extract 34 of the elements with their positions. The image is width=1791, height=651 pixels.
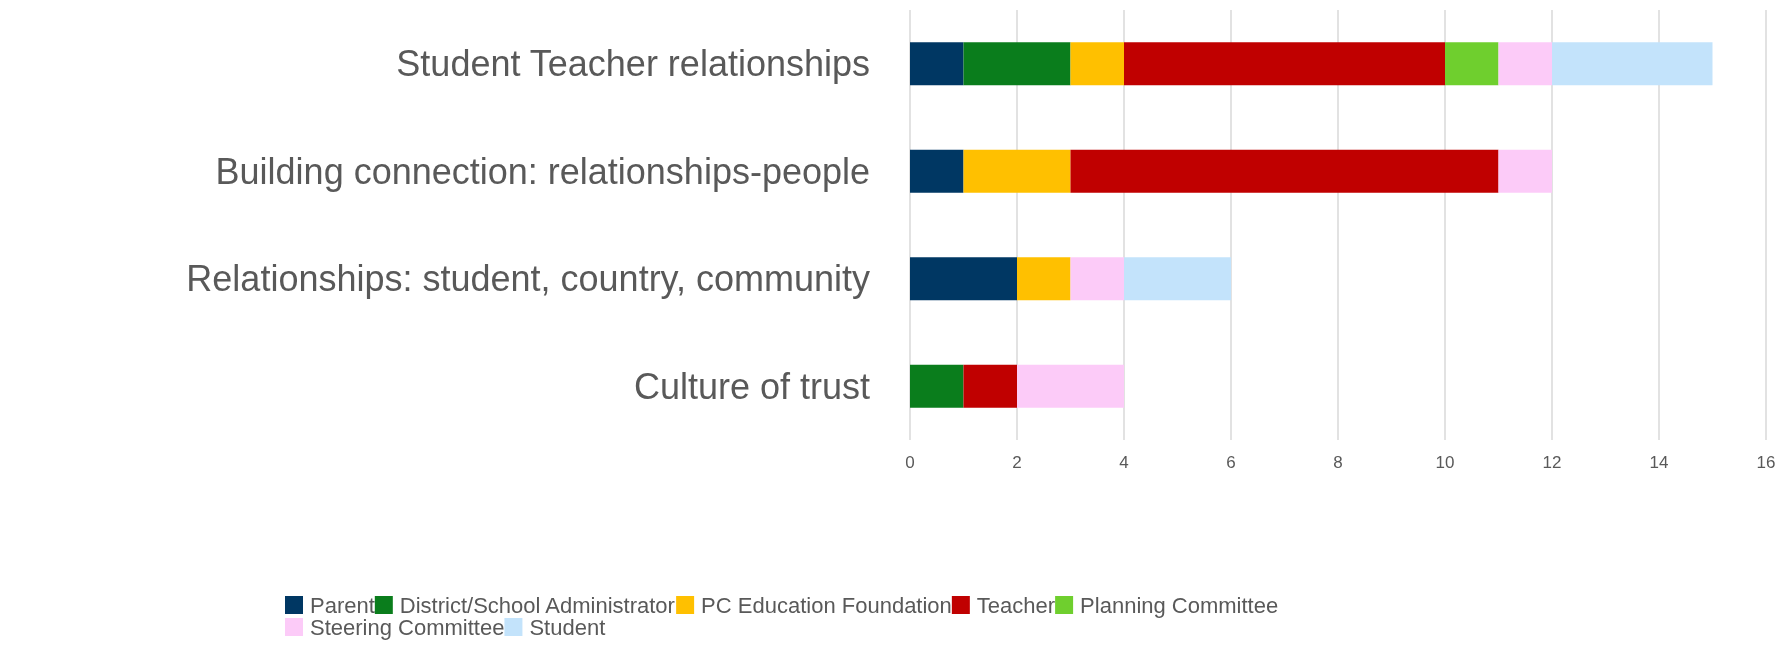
bar bbox=[963, 149, 1071, 193]
bar bbox=[1017, 257, 1071, 301]
y-tick-label: Building connection: relationships-people bbox=[215, 150, 870, 192]
x-tick-label: 0 bbox=[905, 453, 915, 472]
bar bbox=[910, 257, 1017, 301]
x-tick-label: 12 bbox=[1542, 453, 1562, 472]
x-tick-label: 4 bbox=[1119, 453, 1129, 472]
x-tick-label: 2 bbox=[1012, 453, 1022, 472]
bar bbox=[910, 364, 964, 408]
legend-label: PC Education Foundation bbox=[701, 592, 952, 618]
bar bbox=[963, 42, 1071, 86]
bar bbox=[1070, 42, 1124, 86]
x-tick-label: 10 bbox=[1435, 453, 1455, 472]
x-tick-label: 16 bbox=[1756, 453, 1776, 472]
bar bbox=[1445, 42, 1499, 86]
x-tick-label: 14 bbox=[1649, 453, 1669, 472]
legend-label: Teacher bbox=[976, 592, 1056, 618]
y-tick-label: Relationships: student, country, community bbox=[186, 258, 870, 300]
bar bbox=[910, 149, 964, 193]
bar bbox=[910, 42, 964, 86]
bar bbox=[1552, 42, 1713, 86]
y-tick-label: Culture of trust bbox=[633, 365, 870, 407]
bar bbox=[1124, 42, 1445, 86]
bar bbox=[1498, 42, 1552, 86]
y-tick-label: Student Teacher relationships bbox=[396, 43, 870, 85]
x-tick-label: 8 bbox=[1333, 453, 1343, 472]
bar bbox=[1070, 257, 1124, 301]
bar bbox=[1498, 149, 1552, 193]
legend-label: Planning Committee bbox=[1080, 592, 1279, 618]
x-tick-label: 6 bbox=[1226, 453, 1236, 472]
bar bbox=[1017, 364, 1124, 408]
bar bbox=[963, 364, 1017, 408]
bar bbox=[1070, 149, 1499, 193]
bar bbox=[1124, 257, 1231, 301]
